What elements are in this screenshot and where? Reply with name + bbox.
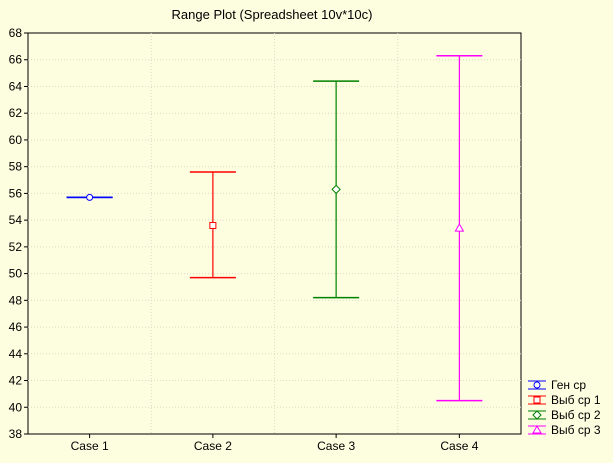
axes: 38 40 42 44 46 48 50 52 54 56 58 60 62 64 66 68 Case 1 Ca… — [9, 26, 479, 453]
y-tick-label: 46 — [9, 320, 23, 334]
legend-entry: Выб ср 1 — [528, 393, 601, 407]
legend-marker — [533, 381, 541, 389]
x-tick-label: Case 4 — [440, 439, 478, 453]
series-4 — [436, 54, 483, 402]
grid-lines — [28, 33, 521, 434]
y-tick-label: 48 — [9, 293, 23, 307]
legend-entry: Выб ср 3 — [528, 423, 601, 437]
y-tick-label: 68 — [9, 26, 23, 40]
center-marker — [86, 193, 94, 201]
y-tick-label: 64 — [9, 79, 23, 93]
legend-entry: Выб ср 2 — [528, 408, 601, 422]
series-1 — [66, 193, 113, 201]
legend-label: Выб ср 1 — [551, 393, 601, 407]
y-tick-label: 50 — [9, 267, 23, 281]
y-tick-label: 40 — [9, 400, 23, 414]
data-series — [66, 54, 483, 402]
y-tick-label: 58 — [9, 160, 23, 174]
legend-marker — [533, 396, 541, 404]
x-tick-label: Case 2 — [194, 439, 232, 453]
series-2 — [189, 171, 236, 279]
x-tick-label: Case 1 — [71, 439, 109, 453]
y-tick-label: 54 — [9, 213, 23, 227]
chart-title: Range Plot (Spreadsheet 10v*10c) — [172, 7, 373, 22]
center-marker — [331, 184, 341, 195]
x-tick-label: Case 3 — [317, 439, 355, 453]
center-marker — [209, 221, 217, 229]
legend-marker — [532, 424, 542, 434]
legend-label: Выб ср 3 — [551, 423, 601, 437]
y-tick-label: 66 — [9, 53, 23, 67]
y-tick-label: 62 — [9, 106, 23, 120]
y-tick-label: 60 — [9, 133, 23, 147]
legend-marker — [532, 410, 542, 420]
y-tick-label: 42 — [9, 374, 23, 388]
y-tick-label: 52 — [9, 240, 23, 254]
center-marker — [454, 223, 465, 232]
y-tick-label: 56 — [9, 186, 23, 200]
legend-entry: Ген ср — [528, 378, 586, 392]
y-tick-label: 44 — [9, 347, 23, 361]
y-tick-label: 38 — [9, 427, 23, 441]
series-3 — [313, 80, 360, 299]
legend-label: Ген ср — [551, 378, 586, 392]
legend-label: Выб ср 2 — [551, 408, 601, 422]
